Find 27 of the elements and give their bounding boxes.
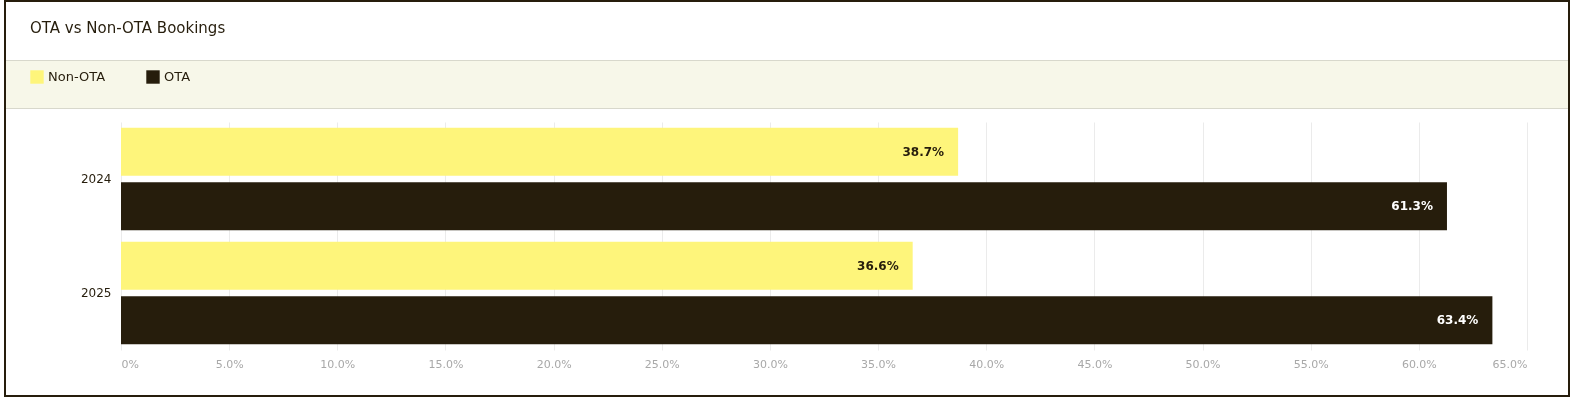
legend-label: Non-OTA	[48, 69, 106, 84]
x-tick-label: 30.0%	[752, 357, 788, 371]
x-tick-label: 10.0%	[320, 357, 356, 371]
x-tick-label: 40.0%	[969, 357, 1005, 371]
legend-label: OTA	[164, 69, 191, 84]
data-label: 61.3%	[1391, 199, 1433, 214]
x-tick-label: 20.0%	[536, 357, 572, 371]
x-tick-label: 60.0%	[1401, 357, 1437, 371]
y-tick-label: 2025	[80, 286, 112, 300]
x-tick-label: 35.0%	[861, 357, 897, 371]
x-tick-label: 25.0%	[644, 357, 680, 371]
data-label: 63.4%	[1436, 313, 1479, 328]
bar	[121, 127, 959, 176]
bar	[121, 296, 1493, 345]
x-tick-label: 55.0%	[1293, 357, 1329, 371]
x-tick-label: 50.0%	[1185, 357, 1221, 371]
x-tick-label: 65.0%	[1492, 357, 1528, 371]
bar	[121, 182, 1447, 231]
bar	[121, 241, 913, 290]
y-tick-label: 2024	[80, 172, 112, 186]
data-label: 38.7%	[902, 144, 945, 159]
x-tick-label: 15.0%	[428, 357, 464, 371]
x-tick-label: 5.0%	[215, 357, 244, 371]
x-tick-label: 45.0%	[1077, 357, 1113, 371]
chart-title: OTA vs Non-OTA Bookings	[30, 19, 226, 37]
x-tick-label: 0%	[121, 357, 139, 371]
data-label: 36.6%	[857, 258, 899, 273]
